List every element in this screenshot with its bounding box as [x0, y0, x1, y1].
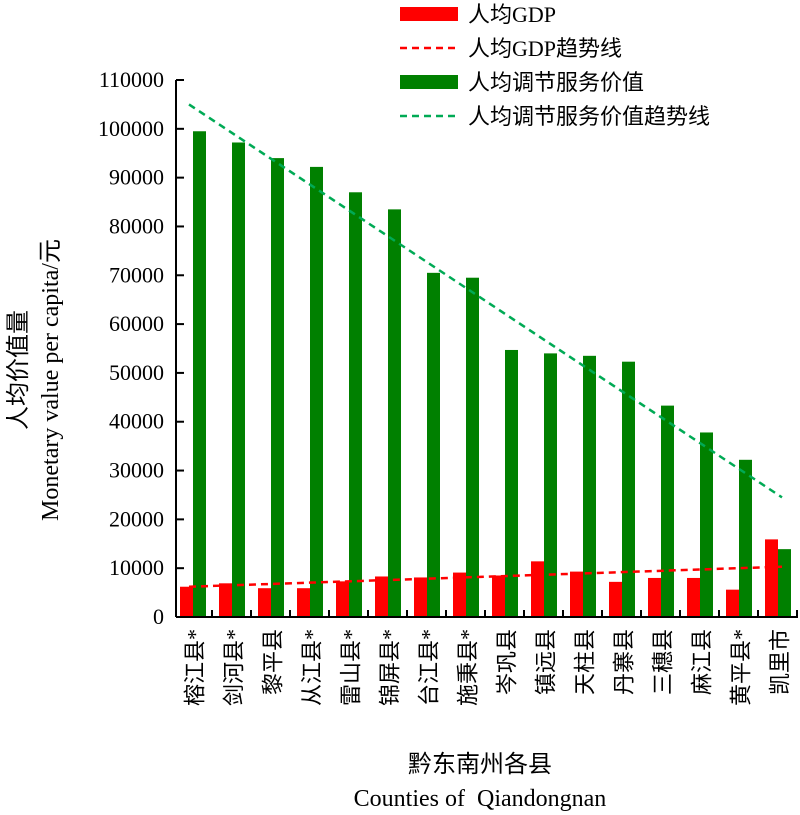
x-category-label: 黎平县 [261, 629, 286, 695]
legend-swatch [400, 7, 458, 21]
service-value-bar [466, 277, 479, 617]
gdp-bar [414, 577, 427, 617]
y-tick-label: 90000 [109, 165, 164, 190]
x-category-label: 黄平县* [729, 629, 754, 706]
x-axis-title-cn: 黔东南州各县 [408, 751, 552, 778]
y-tick-label: 110000 [99, 67, 164, 92]
service-value-bar [232, 142, 245, 617]
gdp-bar [726, 589, 739, 617]
gdp-bar [180, 586, 193, 617]
legend-label: 人均调节服务价值 [468, 70, 644, 95]
x-category-label: 麻江县 [690, 629, 715, 695]
service-value-trendline [188, 103, 783, 499]
gdp-bar [531, 561, 544, 617]
service-value-bar [622, 361, 635, 617]
y-tick-label: 20000 [109, 506, 164, 531]
gdp-bar [336, 581, 349, 617]
x-category-label: 从江县* [300, 629, 325, 706]
y-tick-label: 80000 [109, 213, 164, 238]
service-value-bar [544, 353, 557, 617]
y-axis: 0 10000 20000 30000 40000 50000 60000 70000 8000… [98, 67, 184, 629]
gdp-bar [219, 583, 232, 617]
legend-label: 人均GDP趋势线 [468, 36, 622, 61]
y-tick-label: 100000 [98, 116, 164, 141]
gdp-bar [570, 571, 583, 617]
gdp-bar [648, 577, 661, 617]
x-category-label: 剑河县* [222, 629, 247, 706]
x-axis-title-en: Counties of Qiandongnan [354, 786, 607, 812]
gdp-bar [258, 588, 271, 617]
service-value-bar [661, 405, 674, 617]
y-tick-label: 40000 [109, 409, 164, 434]
legend-label: 人均调节服务价值趋势线 [468, 104, 710, 129]
y-tick-label: 10000 [109, 555, 164, 580]
x-category-label: 岑巩县 [495, 629, 520, 695]
gdp-bar [453, 572, 466, 617]
gdp-bar [765, 539, 778, 617]
x-category-label: 镇远县 [534, 629, 559, 695]
service-value-bar [583, 355, 596, 617]
y-tick-label: 50000 [109, 360, 164, 385]
y-tick-label: 30000 [109, 458, 164, 483]
service-value-bar [388, 209, 401, 618]
x-category-label: 凯里市 [768, 629, 793, 695]
service-value-bar [505, 349, 518, 617]
x-category-label: 雷山县* [339, 629, 364, 706]
service-value-bar [349, 192, 362, 618]
service-value-bar [778, 549, 791, 617]
gdp-trendline [188, 565, 783, 588]
gdp-bar [687, 577, 700, 617]
x-category-label: 施秉县* [456, 629, 481, 706]
y-tick-label: 0 [153, 604, 164, 629]
legend-label: 人均GDP [468, 2, 556, 27]
service-value-bar [271, 158, 284, 618]
gdp-bar [609, 581, 622, 617]
y-axis-title-cn: 人均价值量 [5, 310, 32, 430]
service-value-bar [193, 131, 206, 617]
x-category-label: 天柱县 [573, 629, 598, 695]
gdp-bar [492, 575, 505, 617]
legend-swatch [400, 75, 458, 89]
service-value-bar [310, 166, 323, 617]
x-category-label: 榕江县* [183, 629, 208, 706]
y-axis-title-en: Monetary value per capita/元 [38, 239, 64, 521]
gdp-bar [297, 588, 310, 617]
gdp-bar [375, 576, 388, 617]
x-category-label: 三穗县 [651, 629, 676, 695]
y-tick-label: 60000 [109, 311, 164, 336]
bars [180, 131, 791, 618]
service-value-bar [700, 432, 713, 617]
x-axis: 榕江县* 剑河县* 黎平县 从江县* 雷山县* 锦屏县* 台江县* 施秉县* 岑巩县 镇远县 天柱县… [176, 610, 798, 706]
trendlines [188, 103, 783, 588]
service-value-bar [427, 272, 440, 617]
y-tick-label: 70000 [109, 262, 164, 287]
x-category-label: 锦屏县* [378, 629, 403, 706]
service-value-bar [739, 459, 752, 617]
x-category-label: 台江县* [417, 629, 442, 706]
x-category-label: 丹寨县 [612, 629, 637, 695]
